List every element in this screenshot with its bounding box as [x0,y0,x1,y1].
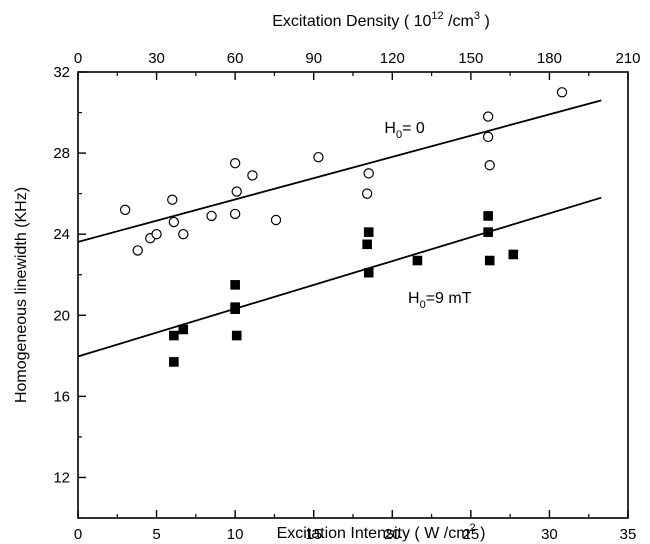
x-axis-title: Excitation Intensity ( W /cm2 ) [277,522,486,542]
point-filled-square [363,227,374,237]
x-axis-bottom: 0 5 10 15 20 25 30 35 [74,510,637,543]
point-filled-square [483,211,493,221]
point-filled-square [169,357,179,367]
x2-axis-title: Excitation Density ( 1012 /cm3 ) [272,10,490,30]
annotation-rest: =9 mT [426,290,472,307]
x2-tick-label: 120 [380,50,405,67]
annotation-main: H [408,290,420,307]
point-open-circle [229,158,241,169]
point-filled-square [412,255,423,266]
y-tick-label: 20 [53,307,70,324]
point-filled-square [169,330,179,341]
point-open-circle [247,170,258,181]
x-tick-label: 15 [305,526,322,543]
y-tick-label: 16 [53,388,70,405]
point-open-circle [482,131,494,143]
x2-tick-label: 90 [305,50,322,67]
x-tick-label: 0 [74,526,82,543]
point-open-circle [484,160,495,171]
point-filled-square [484,255,495,266]
y-tick-label: 32 [53,64,70,81]
point-filled-square [362,239,372,250]
x-axis-title-unit-exp: 2 [470,522,476,534]
annotation-sub: 0 [420,299,426,311]
x2-tick-label: 150 [458,50,483,67]
x2-axis-title-label: Excitation Density [272,13,399,30]
x-tick-label: 25 [463,526,480,543]
point-open-circle [482,111,494,122]
x2-axis-title-unit-exp2: 3 [474,10,480,22]
annotation-sub: 0 [396,129,402,141]
x2-axis-title-unit: ( 10 [404,13,432,30]
point-open-circle [556,87,568,98]
y-tick-label: 24 [53,226,70,243]
point-filled-square [483,227,493,237]
annotation-rest: = 0 [402,120,425,137]
point-open-circle [270,214,282,226]
point-filled-square [230,280,240,290]
x-axis-title-unit: ( W /cm [414,525,469,542]
annotation-1: H0=9 mT [408,290,472,311]
x-tick-label: 20 [384,526,401,543]
point-open-circle [167,194,178,205]
point-open-circle [168,216,180,228]
x2-tick-label: 210 [615,50,640,67]
point-filled-square [231,330,242,341]
point-open-circle [119,204,131,216]
x-tick-label: 35 [620,526,637,543]
x2-axis-title-unit-close: ) [480,13,490,30]
x2-axis-title-unit-mid: /cm [444,13,474,30]
annotation-main: H [384,120,396,137]
point-open-circle [206,210,217,222]
fit-lines [78,99,602,358]
point-open-circle [361,188,373,199]
x-axis-title-label: Excitation Intensity [277,525,410,542]
y-tick-label: 12 [53,469,70,486]
x2-tick-label: 0 [74,50,82,67]
x-tick-label: 30 [541,526,558,543]
annotations: H0= 0H0=9 mT [384,120,471,311]
point-open-circle [178,228,189,240]
x2-tick-label: 60 [227,50,244,67]
data-points [119,87,568,367]
point-filled-square [363,267,374,278]
fit-line-1 [78,196,602,358]
point-filled-square [230,304,240,314]
x2-tick-label: 30 [148,50,165,67]
point-open-circle [313,151,324,163]
point-open-circle [151,228,162,240]
point-open-circle [132,245,143,256]
point-filled-square [508,249,519,260]
point-open-circle [363,168,374,179]
x-axis-top: 0 30 60 90 120 150 180 210 [74,50,641,80]
fit-line-0 [78,99,602,243]
x2-axis-title-unit-exp1: 12 [431,10,443,22]
point-open-circle [229,208,241,220]
point-open-circle [231,186,242,197]
y-axis-title: Homogeneous linewidth (KHz) [13,187,30,403]
y-axis-left: 12 16 20 24 28 32 [53,64,86,519]
y-tick-label: 28 [53,145,70,162]
x-axis-title-unit-close: ) [476,525,486,542]
annotation-0: H0= 0 [384,120,424,141]
x2-tick-label: 180 [537,50,562,67]
plot-area [77,71,629,519]
point-filled-square [178,324,189,335]
plot-frame [77,71,629,519]
x-tick-label: 5 [152,526,160,543]
x-tick-label: 10 [227,526,244,543]
